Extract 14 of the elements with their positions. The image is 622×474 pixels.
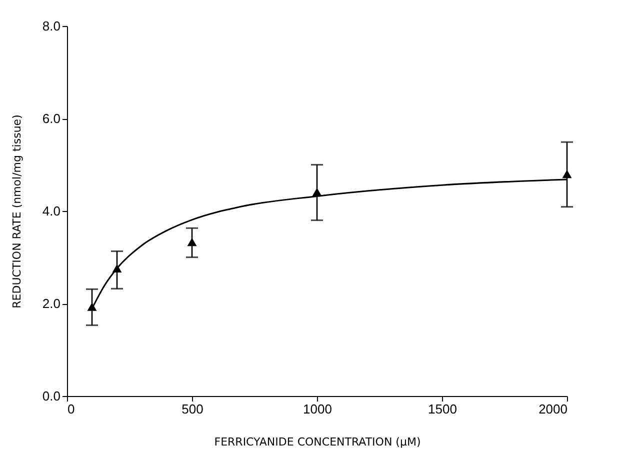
x-tick-label: 1000 (303, 402, 332, 416)
x-tick-label: 2000 (538, 402, 568, 416)
x-tick-label: 1500 (428, 402, 457, 416)
y-tick-label: 0.0 (42, 388, 60, 404)
x-tick-label: 0 (68, 402, 75, 416)
y-tick-label: 6.0 (42, 111, 60, 126)
y-axis-title: REDUCTION RATE (nmol/mg tissue) (10, 114, 24, 308)
point (562, 170, 572, 178)
x-tick-label: 500 (182, 402, 204, 416)
x-axis-title: FERRICYANIDE CONCENTRATION (μM) (214, 436, 421, 448)
y-tick-label: 2.0 (42, 296, 60, 311)
y-tick-label: 8.0 (42, 18, 60, 34)
point (187, 238, 197, 246)
y-tick-label: 4.0 (42, 204, 60, 218)
